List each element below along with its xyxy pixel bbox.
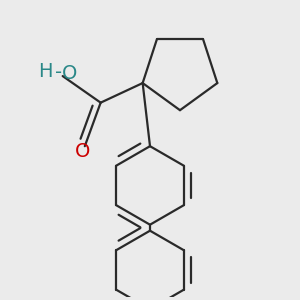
Text: -: - [55,63,62,82]
Text: H: H [38,62,52,81]
Text: O: O [61,64,77,83]
Text: O: O [74,142,90,161]
